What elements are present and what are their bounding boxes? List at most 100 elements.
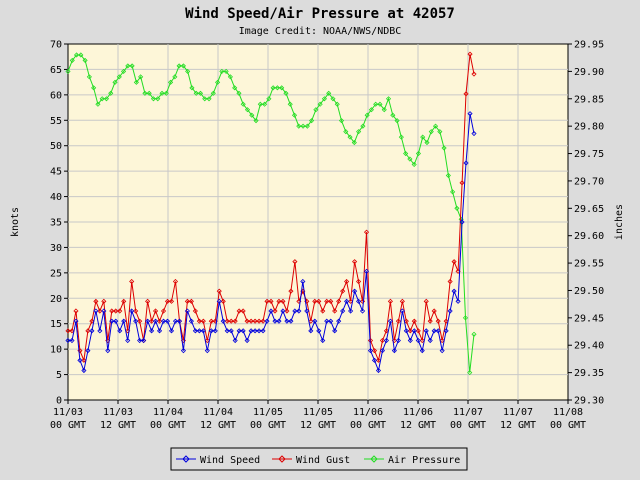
x-tick-label-date: 11/05 [253,407,283,418]
data-point-wind-speed [316,328,322,334]
data-point-wind-speed [336,318,342,324]
data-point-wind-gust [447,278,453,285]
left-tick-label: 40 [50,192,62,203]
data-point-wind-speed [352,288,358,294]
data-point-air-pressure [142,90,148,96]
data-point-wind-speed [340,308,346,314]
data-point-wind-gust [403,318,409,324]
right-tick-label: 29.75 [574,149,604,160]
data-point-wind-gust [73,308,79,314]
right-tick-label: 29.90 [574,67,604,78]
data-point-wind-speed [65,337,71,344]
data-point-wind-speed [176,318,183,324]
x-tick-label-time: 00 GMT [150,420,186,431]
data-point-air-pressure [116,74,122,80]
data-point-wind-speed [153,318,159,324]
left-tick-label: 10 [50,345,62,356]
data-point-air-pressure [257,101,263,107]
data-point-air-pressure [454,205,460,211]
data-point-wind-speed [260,328,266,334]
x-tick-label-date: 11/03 [103,407,133,418]
data-point-wind-gust [308,318,314,324]
series-air-pressure [65,52,477,376]
data-point-air-pressure [270,85,276,91]
data-point-wind-speed [383,337,389,344]
data-point-air-pressure [78,52,84,58]
data-point-wind-gust [240,308,246,314]
data-point-wind-gust [228,318,234,324]
data-point-wind-gust [280,298,286,304]
data-point-air-pressure [227,74,233,80]
data-point-wind-speed [359,308,366,314]
data-point-air-pressure [445,172,451,179]
data-point-wind-gust [129,278,135,285]
data-point-wind-speed [208,328,214,334]
data-point-air-pressure [420,134,426,140]
data-point-wind-speed [320,337,326,344]
data-point-wind-speed [407,337,413,344]
data-point-wind-speed [459,219,465,225]
data-point-air-pressure [274,85,280,91]
data-point-wind-gust [93,298,99,304]
data-point-wind-gust [184,298,190,304]
data-point-air-pressure [236,90,242,96]
data-point-wind-speed [348,308,354,314]
data-point-air-pressure [424,140,430,146]
data-point-wind-gust [149,318,155,324]
legend-marker-air-pressure [370,455,378,463]
data-point-air-pressure [232,85,238,91]
data-point-wind-speed [101,308,107,314]
legend-item-wind-gust: Wind Gust [272,455,350,466]
data-point-air-pressure [253,118,259,124]
data-point-wind-gust [252,318,258,324]
chart-title: Wind Speed/Air Pressure at 42057 [185,6,455,22]
y-axis-label-right: inches [614,204,625,240]
left-tick-label: 25 [50,268,62,279]
data-point-air-pressure [112,79,118,85]
data-point-wind-speed [93,308,99,314]
x-tick-label-time: 12 GMT [200,420,236,431]
data-point-wind-gust [89,318,95,324]
data-point-wind-gust [292,259,298,265]
series-wind-speed [65,111,477,374]
data-point-wind-gust [320,308,326,314]
data-point-air-pressure [279,85,285,91]
data-point-wind-speed [141,337,147,344]
data-point-wind-gust [208,318,214,324]
data-point-wind-gust [160,308,167,314]
data-point-air-pressure [120,68,127,74]
left-tick-label: 15 [50,319,62,330]
data-point-wind-gust [81,357,87,363]
data-point-wind-gust [415,328,421,334]
data-point-air-pressure [150,96,157,102]
data-point-air-pressure [266,96,272,102]
data-point-air-pressure [300,123,306,129]
data-point-wind-gust [168,298,175,304]
data-point-air-pressure [326,90,332,96]
data-point-air-pressure [283,90,289,96]
data-point-wind-speed [276,318,282,324]
data-point-wind-gust [407,328,413,334]
data-point-wind-speed [129,308,135,314]
data-point-wind-speed [145,318,151,324]
data-point-air-pressure [180,63,186,69]
x-tick-label-date: 11/07 [503,407,533,418]
right-tick-label: 29.95 [574,40,604,51]
data-point-wind-speed [164,318,171,324]
data-point-wind-speed [280,308,286,314]
data-point-air-pressure [172,74,178,80]
data-point-air-pressure [462,315,469,321]
data-point-wind-speed [188,318,194,324]
data-point-wind-gust [248,318,254,324]
data-point-wind-gust [411,318,417,324]
data-point-wind-gust [471,71,477,77]
data-point-wind-gust [288,288,294,294]
right-tick-label: 29.50 [574,286,604,297]
data-point-wind-speed [439,348,445,354]
data-point-wind-gust [65,328,71,334]
data-point-wind-gust [383,328,389,334]
data-point-air-pressure [407,156,413,162]
left-tick-label: 45 [50,167,62,178]
left-tick-label: 70 [50,40,62,51]
data-point-wind-gust [439,337,445,344]
